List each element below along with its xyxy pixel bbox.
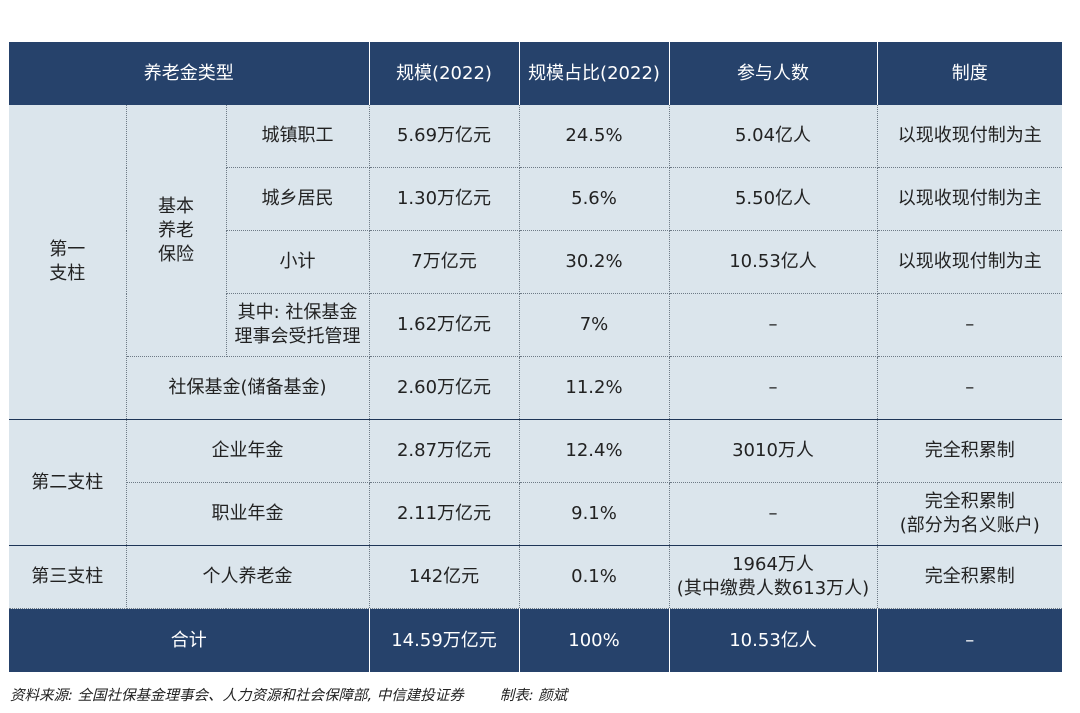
occupational-name: 职业年金 <box>126 482 370 546</box>
occupational-system-line1: 完全积累制 <box>924 491 1015 512</box>
rural-share: 5.6% <box>518 167 670 231</box>
header-type: 养老金类型 <box>9 42 370 105</box>
enterprise-system: 完全积累制 <box>876 419 1062 483</box>
subtotal-name: 小计 <box>226 230 370 294</box>
reserve-participants: – <box>668 356 878 420</box>
reserve-name: 社保基金(储备基金) <box>126 356 370 420</box>
entrusted-name: 其中: 社保基金 理事会受托管理 <box>226 293 370 357</box>
personal-participants: 1964万人 (其中缴费人数613万人) <box>668 545 878 609</box>
urban-share: 24.5% <box>518 105 670 168</box>
reserve-system: – <box>876 356 1062 420</box>
entrusted-system: – <box>876 293 1062 357</box>
urban-system: 以现收现付制为主 <box>876 105 1062 168</box>
occupational-scale: 2.11万亿元 <box>368 482 520 546</box>
subtotal-share: 30.2% <box>518 230 670 294</box>
rural-system: 以现收现付制为主 <box>876 167 1062 231</box>
total-system: – <box>876 608 1062 672</box>
occupational-system-line2: (部分为名义账户) <box>899 515 1040 536</box>
source-text: 资料来源: 全国社保基金理事会、人力资源和社会保障部, 中信建投证券 <box>10 688 464 704</box>
entrusted-name-line2: 理事会受托管理 <box>234 326 361 347</box>
source-note: 资料来源: 全国社保基金理事会、人力资源和社会保障部, 中信建投证券 制表: 颜斌 <box>10 684 567 705</box>
urban-participants: 5.04亿人 <box>668 105 878 168</box>
occupational-participants: – <box>668 482 878 546</box>
header-scale: 规模(2022) <box>368 42 520 105</box>
entrusted-name-line1: 其中: 社保基金 <box>237 302 358 323</box>
subtotal-participants: 10.53亿人 <box>668 230 878 294</box>
rural-participants: 5.50亿人 <box>668 167 878 231</box>
reserve-scale: 2.60万亿元 <box>368 356 520 420</box>
table-row: 第一支柱 基本养老保险 城镇职工 5.69万亿元 24.5% 5.04亿人 以现… <box>9 105 1062 420</box>
header-participants: 参与人数 <box>668 42 878 105</box>
enterprise-participants: 3010万人 <box>668 419 878 483</box>
table-row: 其中: 社保基金 理事会受托管理 1.62万亿元 7% – – <box>9 293 1062 357</box>
entrusted-participants: – <box>668 293 878 357</box>
pillar1-label: 第一支柱 <box>9 105 127 420</box>
subtotal-scale: 7万亿元 <box>368 230 520 294</box>
urban-name: 城镇职工 <box>225 105 370 168</box>
header-share: 规模占比(2022) <box>518 42 670 105</box>
total-participants: 10.53亿人 <box>668 608 878 672</box>
rural-name: 城乡居民 <box>226 167 370 231</box>
reserve-share: 11.2% <box>518 356 670 420</box>
personal-name: 个人养老金 <box>125 545 370 609</box>
pillar1-label-text: 第一支柱 <box>49 239 86 284</box>
personal-participants-line1: 1964万人 <box>732 554 814 575</box>
pillar3-label: 第三支柱 <box>9 545 127 609</box>
total-label: 合计 <box>9 608 370 672</box>
entrusted-scale: 1.62万亿元 <box>368 293 520 357</box>
total-share: 100% <box>518 608 670 672</box>
table-row: 社保基金(储备基金) 2.60万亿元 11.2% – – <box>9 356 1062 420</box>
pension-table: 养老金类型 规模(2022) 规模占比(2022) 参与人数 制度 第一支柱 基… <box>9 42 1062 672</box>
author-text: 制表: 颜斌 <box>499 688 568 704</box>
enterprise-share: 12.4% <box>518 419 670 483</box>
personal-system: 完全积累制 <box>876 545 1062 609</box>
subtotal-system: 以现收现付制为主 <box>876 230 1062 294</box>
enterprise-name: 企业年金 <box>125 419 370 483</box>
personal-participants-line2: (其中缴费人数613万人) <box>676 578 870 599</box>
header-system: 制度 <box>876 42 1062 105</box>
occupational-share: 9.1% <box>518 482 670 546</box>
table-row: 第三支柱 个人养老金 142亿元 0.1% 1964万人 (其中缴费人数613万… <box>9 545 1062 609</box>
urban-scale: 5.69万亿元 <box>368 105 520 168</box>
table-row: 职业年金 2.11万亿元 9.1% – 完全积累制 (部分为名义账户) <box>9 482 1062 546</box>
occupational-system: 完全积累制 (部分为名义账户) <box>876 482 1062 546</box>
basic-insurance-label-text: 基本养老保险 <box>158 195 194 265</box>
total-row: 合计 14.59万亿元 100% 10.53亿人 – <box>9 608 1062 672</box>
enterprise-scale: 2.87万亿元 <box>368 419 520 483</box>
basic-insurance-label: 基本养老保险 <box>125 105 227 357</box>
rural-scale: 1.30万亿元 <box>368 167 520 231</box>
table-row: 第二支柱 企业年金 2.87万亿元 12.4% 3010万人 完全积累制 <box>9 419 1062 546</box>
pillar2-label: 第二支柱 <box>9 419 127 546</box>
total-scale: 14.59万亿元 <box>368 608 520 672</box>
personal-share: 0.1% <box>518 545 670 609</box>
personal-scale: 142亿元 <box>368 545 520 609</box>
header-row: 养老金类型 规模(2022) 规模占比(2022) 参与人数 制度 <box>9 42 1062 105</box>
entrusted-share: 7% <box>518 293 670 357</box>
